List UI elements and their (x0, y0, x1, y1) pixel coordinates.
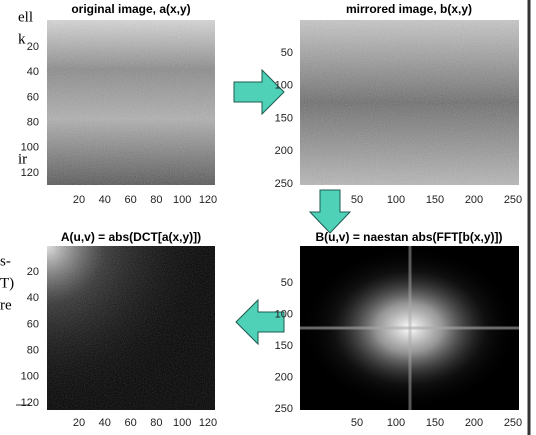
y-tick-label: 100 (21, 371, 39, 383)
x-tick-label: 200 (465, 194, 483, 206)
x-tick-label: 80 (150, 194, 162, 206)
panel-title: original image, a(x,y) (71, 2, 190, 16)
y-tick-label: 80 (27, 117, 39, 129)
y-tick-label: 200 (275, 145, 293, 157)
x-tick-label: 100 (173, 194, 191, 206)
x-tick-label: 250 (504, 194, 522, 206)
y-tick-label: 40 (27, 292, 39, 304)
text-fragment: s- (0, 253, 11, 269)
y-tick-label: 60 (27, 318, 39, 330)
y-tick-label: 20 (27, 41, 39, 53)
x-tick-label: 120 (199, 194, 217, 206)
y-tick-label: 100 (275, 80, 293, 92)
text-fragment: ir (18, 151, 27, 167)
y-tick-label: 120 (21, 397, 39, 409)
x-tick-label: 250 (504, 417, 522, 429)
y-tick-label: 150 (275, 340, 293, 352)
x-tick-label: 50 (351, 194, 363, 206)
y-tick-label: 120 (21, 167, 39, 179)
y-tick-label: 60 (27, 91, 39, 103)
image-texture (47, 20, 215, 185)
x-tick-label: 120 (199, 417, 217, 429)
text-fragment: re (0, 297, 12, 313)
x-tick-label: 200 (465, 417, 483, 429)
panel-title: mirrored image, b(x,y) (346, 2, 472, 16)
x-tick-label: 150 (426, 417, 444, 429)
y-tick-label: 150 (275, 112, 293, 124)
y-tick-label: 250 (275, 178, 293, 190)
text-fragment: k (18, 31, 26, 47)
text-fragment: ell (18, 9, 33, 25)
x-tick-label: 100 (173, 417, 191, 429)
x-tick-label: 20 (73, 194, 85, 206)
x-tick-label: 20 (73, 417, 85, 429)
y-tick-label: 250 (275, 403, 293, 415)
image-texture (300, 20, 519, 185)
y-tick-label: 80 (27, 345, 39, 357)
y-tick-label: 50 (281, 277, 293, 289)
y-tick-label: 200 (275, 371, 293, 383)
text-fragment: T) (0, 275, 14, 291)
x-tick-label: 60 (124, 417, 136, 429)
arrow-right (233, 68, 285, 116)
y-tick-label: 40 (27, 66, 39, 78)
y-tick-label: 20 (27, 266, 39, 278)
panel-title: A(u,v) = abs(DCT[a(x,y)]) (61, 230, 201, 244)
x-tick-label: 40 (99, 194, 111, 206)
x-tick-label: 100 (387, 194, 405, 206)
image-texture (47, 246, 215, 410)
x-tick-label: 40 (99, 417, 111, 429)
y-tick-label: 100 (275, 308, 293, 320)
x-tick-label: 50 (351, 417, 363, 429)
y-tick-label: 100 (21, 142, 39, 154)
panel-title: B(u,v) = naestan abs(FFT[b(x,y)]) (315, 230, 502, 244)
x-tick-label: 60 (124, 194, 136, 206)
x-tick-label: 150 (426, 194, 444, 206)
x-tick-label: 80 (150, 417, 162, 429)
y-tick-label: 50 (281, 47, 293, 59)
arrow-down (308, 189, 352, 234)
x-tick-label: 100 (387, 417, 405, 429)
arrow-left (235, 298, 285, 346)
